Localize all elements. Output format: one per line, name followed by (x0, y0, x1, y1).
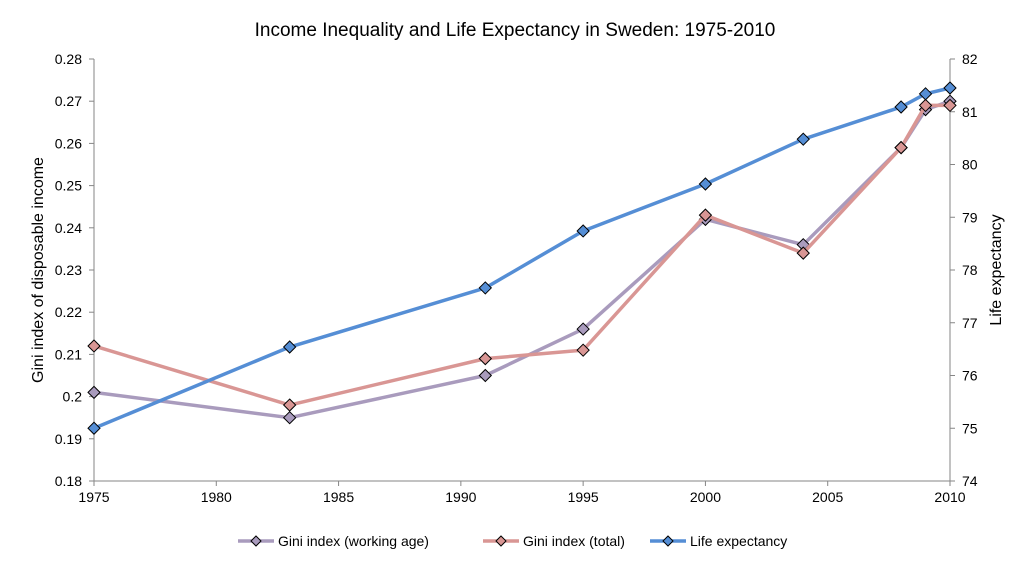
y-tick-label: 0.19 (55, 431, 82, 447)
data-point (796, 132, 810, 146)
data-point (943, 98, 957, 113)
legend-label: Life expectancy (690, 533, 787, 549)
legend-label: Gini index (working age) (278, 533, 429, 549)
y-tick-label: 0.25 (55, 178, 82, 194)
data-point (576, 224, 590, 238)
y-tick-label: 0.27 (55, 93, 82, 109)
series-line-1 (93, 103, 950, 407)
data-point (87, 339, 101, 353)
y2-tick-label: 75 (962, 420, 978, 436)
data-point (918, 98, 933, 113)
data-point (576, 322, 590, 336)
y-tick-label: 0.28 (55, 51, 82, 67)
legend-marker (495, 535, 507, 547)
y-tick-label: 0.22 (55, 304, 82, 320)
legend-marker (662, 535, 674, 547)
data-point (894, 100, 908, 114)
data-point (282, 340, 297, 354)
data-point (478, 281, 493, 295)
series-line-2 (93, 86, 951, 430)
data-point (87, 421, 101, 435)
data-point (87, 385, 101, 400)
y-tick-label: 0.24 (55, 220, 82, 236)
y2-tick-label: 74 (962, 473, 978, 489)
y2-tick-label: 79 (962, 209, 978, 225)
data-point (478, 368, 493, 383)
data-point (698, 177, 713, 191)
y2-tick-label: 82 (962, 51, 978, 67)
data-point (282, 410, 297, 425)
y-tick-label: 0.21 (55, 346, 82, 362)
chart-title: Income Inequality and Life Expectancy in… (255, 20, 776, 41)
x-tick-label: 1975 (78, 489, 109, 505)
legend-marker (250, 535, 262, 547)
data-point (918, 87, 933, 101)
data-point (282, 398, 297, 412)
series-line-0 (93, 99, 951, 420)
y-axis-label: Gini index of disposable income (30, 157, 47, 383)
legend-label: Gini index (total) (523, 533, 625, 549)
y2-tick-label: 78 (962, 262, 978, 278)
data-point (576, 343, 590, 357)
y2-tick-label: 77 (962, 315, 978, 331)
data-point (796, 246, 810, 260)
y-tick-label: 0.26 (55, 135, 82, 151)
y2-tick-label: 81 (962, 104, 978, 120)
data-point (698, 208, 713, 222)
y-tick-label: 0.2 (63, 389, 83, 405)
y-tick-label: 0.18 (55, 473, 82, 489)
x-tick-label: 2000 (690, 489, 721, 505)
y2-tick-label: 76 (962, 368, 978, 384)
data-point (478, 351, 493, 366)
y2-axis-label: Life expectancy (988, 214, 1005, 325)
x-tick-label: 2010 (934, 489, 965, 505)
data-point (943, 81, 957, 95)
x-tick-label: 1990 (445, 489, 476, 505)
x-tick-label: 1980 (201, 489, 232, 505)
x-tick-label: 1985 (323, 489, 354, 505)
data-point (894, 140, 908, 155)
y-tick-label: 0.23 (55, 262, 82, 278)
y2-tick-label: 80 (962, 157, 978, 173)
x-tick-label: 2005 (812, 489, 843, 505)
x-tick-label: 1995 (568, 489, 599, 505)
